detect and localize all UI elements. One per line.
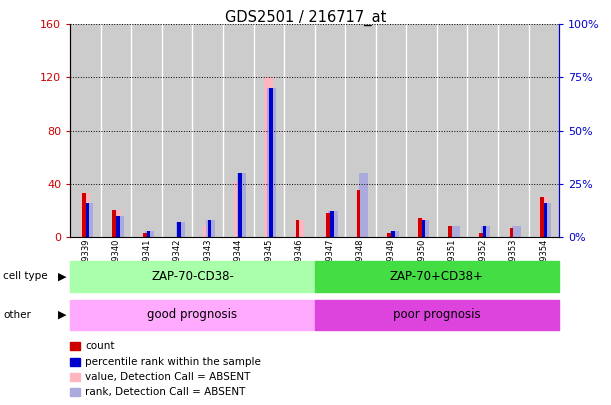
Bar bbox=[112, 210, 116, 237]
Bar bbox=[529, 24, 559, 237]
Bar bbox=[481, 226, 491, 237]
Bar bbox=[509, 228, 518, 237]
Bar bbox=[329, 211, 338, 237]
Bar bbox=[234, 181, 243, 237]
Bar bbox=[115, 216, 124, 237]
Bar bbox=[208, 220, 211, 237]
Text: rank, Detection Call = ABSENT: rank, Detection Call = ABSENT bbox=[85, 388, 245, 397]
Bar bbox=[387, 233, 391, 237]
Text: percentile rank within the sample: percentile rank within the sample bbox=[85, 357, 261, 367]
Bar bbox=[176, 222, 185, 237]
Bar bbox=[357, 190, 360, 237]
Bar bbox=[82, 193, 86, 237]
Bar bbox=[295, 220, 304, 237]
Bar bbox=[284, 24, 315, 237]
Bar bbox=[147, 230, 150, 237]
Bar bbox=[451, 226, 460, 237]
Bar bbox=[543, 203, 552, 237]
Bar bbox=[359, 173, 368, 237]
Text: ZAP-70+CD38+: ZAP-70+CD38+ bbox=[390, 270, 484, 283]
Bar bbox=[223, 24, 254, 237]
Bar bbox=[81, 193, 90, 237]
Text: cell type: cell type bbox=[3, 271, 48, 281]
Bar bbox=[145, 230, 154, 237]
Bar bbox=[540, 197, 544, 237]
Bar bbox=[177, 222, 181, 237]
Bar bbox=[387, 233, 396, 237]
Bar bbox=[417, 218, 426, 237]
Bar bbox=[483, 226, 486, 237]
Bar bbox=[345, 24, 376, 237]
Bar bbox=[112, 210, 121, 237]
Text: good prognosis: good prognosis bbox=[147, 308, 238, 322]
Bar bbox=[143, 233, 147, 237]
Bar bbox=[448, 226, 457, 237]
Text: ▶: ▶ bbox=[57, 310, 66, 320]
Bar bbox=[315, 261, 559, 292]
Bar bbox=[269, 88, 273, 237]
Text: GDS2501 / 216717_at: GDS2501 / 216717_at bbox=[225, 10, 386, 26]
Bar bbox=[326, 213, 335, 237]
Text: value, Detection Call = ABSENT: value, Detection Call = ABSENT bbox=[85, 372, 251, 382]
Bar bbox=[478, 233, 488, 237]
Bar bbox=[162, 24, 192, 237]
Text: poor prognosis: poor prognosis bbox=[393, 308, 481, 322]
Bar bbox=[448, 226, 452, 237]
Text: count: count bbox=[85, 341, 114, 351]
Bar bbox=[238, 173, 242, 237]
Bar bbox=[315, 24, 345, 237]
Text: ▶: ▶ bbox=[57, 271, 66, 281]
Bar bbox=[70, 300, 315, 330]
Bar bbox=[192, 24, 223, 237]
Bar bbox=[296, 220, 299, 237]
Bar bbox=[70, 261, 315, 292]
Bar bbox=[406, 24, 437, 237]
Bar bbox=[254, 24, 284, 237]
Bar bbox=[437, 24, 467, 237]
Bar bbox=[101, 24, 131, 237]
Bar bbox=[479, 233, 483, 237]
Bar bbox=[207, 220, 216, 237]
Bar bbox=[330, 211, 334, 237]
Bar bbox=[315, 300, 559, 330]
Text: other: other bbox=[3, 310, 31, 320]
Bar bbox=[467, 24, 498, 237]
Bar bbox=[131, 24, 162, 237]
Bar bbox=[84, 203, 93, 237]
Text: ZAP-70-CD38-: ZAP-70-CD38- bbox=[151, 270, 234, 283]
Bar bbox=[420, 220, 430, 237]
Bar bbox=[356, 190, 365, 237]
Bar bbox=[510, 228, 513, 237]
Bar bbox=[237, 173, 246, 237]
Bar bbox=[268, 88, 277, 237]
Bar bbox=[498, 24, 529, 237]
Bar bbox=[142, 233, 152, 237]
Bar bbox=[390, 230, 399, 237]
Bar bbox=[422, 220, 425, 237]
Bar bbox=[391, 230, 395, 237]
Bar bbox=[544, 203, 547, 237]
Bar bbox=[512, 226, 521, 237]
Bar bbox=[70, 24, 101, 237]
Bar bbox=[86, 203, 89, 237]
Bar bbox=[203, 226, 213, 237]
Bar bbox=[326, 213, 330, 237]
Bar bbox=[418, 218, 422, 237]
Bar bbox=[116, 216, 120, 237]
Bar bbox=[264, 77, 274, 237]
Bar bbox=[540, 197, 549, 237]
Bar bbox=[376, 24, 406, 237]
